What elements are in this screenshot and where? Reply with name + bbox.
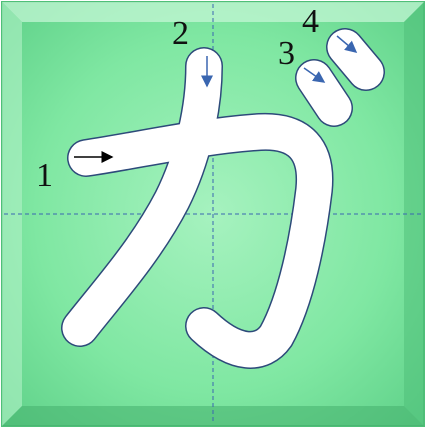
bevel-bottom bbox=[2, 406, 424, 426]
stroke-number-4: 4 bbox=[302, 3, 319, 40]
stroke-3-shape bbox=[296, 60, 352, 126]
stroke-number-1: 1 bbox=[36, 157, 53, 194]
character-glyph bbox=[61, 28, 385, 369]
bevel-right bbox=[404, 2, 424, 426]
stroke-number-3: 3 bbox=[278, 35, 295, 72]
stroke-3-arrow bbox=[303, 67, 326, 83]
stroke-4-arrow bbox=[336, 35, 358, 53]
stroke-number-2: 2 bbox=[172, 15, 189, 52]
stroke-2-shape bbox=[62, 48, 222, 346]
